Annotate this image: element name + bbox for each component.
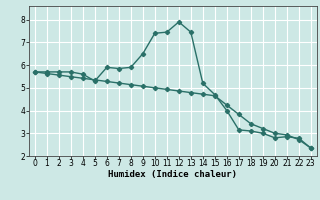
X-axis label: Humidex (Indice chaleur): Humidex (Indice chaleur) <box>108 170 237 179</box>
